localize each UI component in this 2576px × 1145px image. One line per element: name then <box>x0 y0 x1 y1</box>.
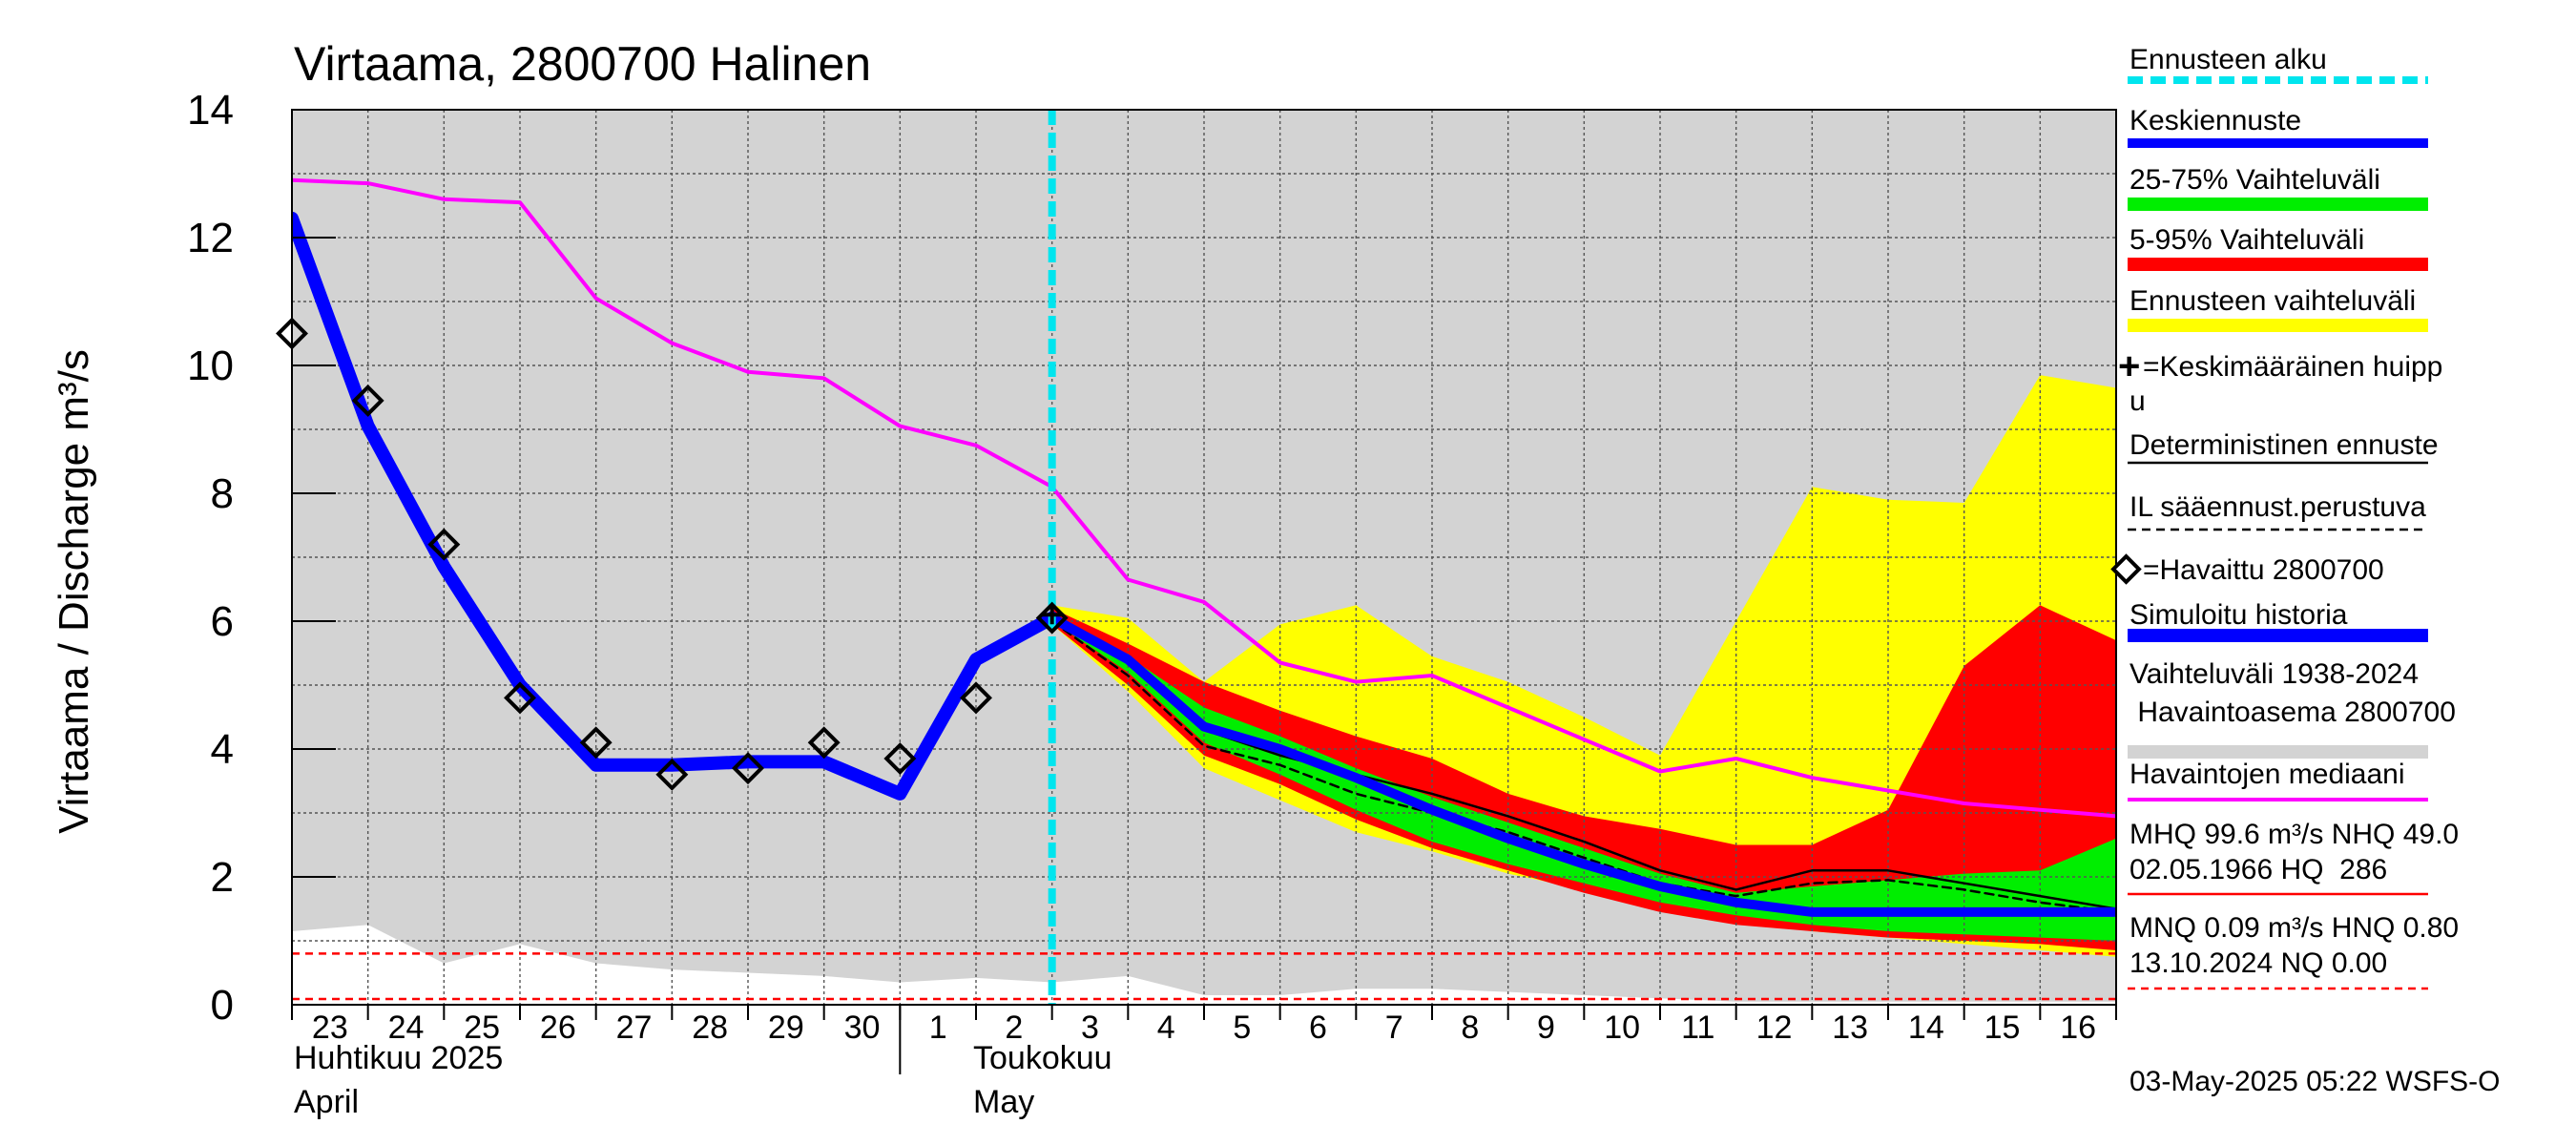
x-tick-label: 12 <box>1756 1010 1793 1046</box>
observed-point <box>504 681 536 715</box>
y-tick-label: 6 <box>211 598 234 645</box>
month-label-april-en: April <box>294 1084 359 1120</box>
plus-icon: + <box>2118 345 2140 387</box>
legend-deterministic: Deterministinen ennuste <box>2129 429 2439 461</box>
x-tick-label: 10 <box>1604 1010 1640 1046</box>
x-tick-label: 4 <box>1157 1010 1175 1046</box>
legend-mnq-date: 13.10.2024 NQ 0.00 <box>2129 947 2387 979</box>
il-forecast-line <box>1050 619 2116 914</box>
mean-forecast-line <box>1047 613 2116 917</box>
median-line <box>292 177 2116 819</box>
observed-point <box>276 317 308 350</box>
x-tick-label: 8 <box>1461 1010 1479 1046</box>
range-5-95-band <box>1051 605 2116 950</box>
x-tick-label: 5 <box>1233 1010 1251 1046</box>
legend-mean-peak: =Keskimääräinen huipp <box>2143 351 2442 383</box>
x-tick-label: 9 <box>1537 1010 1555 1046</box>
y-tick-label: 10 <box>187 343 234 389</box>
legend-mean-forecast: Keskiennuste <box>2129 105 2301 136</box>
observed-markers <box>276 317 1069 791</box>
x-tick-label: 6 <box>1309 1010 1327 1046</box>
y-axis-label: Virtaama / Discharge m³/s <box>51 349 97 834</box>
footer-timestamp: 03-May-2025 05:22 WSFS-O <box>2129 1066 2501 1097</box>
legend-il-based: IL sääennust.perustuva <box>2129 491 2426 523</box>
observed-point <box>427 528 461 561</box>
legend-simulated: Simuloitu historia <box>2129 599 2348 631</box>
simulated-history-line <box>292 211 1059 801</box>
legend-forecast-start: Ennusteen alku <box>2129 44 2327 75</box>
observed-point <box>732 752 764 785</box>
x-tick-label: 13 <box>1832 1010 1868 1046</box>
month-label-may-en: May <box>973 1084 1034 1120</box>
y-tick-label: 0 <box>211 982 234 1029</box>
x-tick-label: 7 <box>1385 1010 1403 1046</box>
chart-title: Virtaama, 2800700 Halinen <box>294 37 871 91</box>
x-tick-label: 16 <box>2060 1010 2096 1046</box>
x-tick-label: 25 <box>464 1010 500 1046</box>
x-tick-label: 3 <box>1081 1010 1099 1046</box>
mean-peak-marker <box>1042 605 1062 625</box>
x-tick-label: 24 <box>388 1010 425 1046</box>
x-tick-label: 1 <box>929 1010 947 1046</box>
legend-mhq-stats: MHQ 99.6 m³/s NHQ 49.0 <box>2129 819 2459 850</box>
legend-range-25-75: 25-75% Vaihteluväli <box>2129 164 2380 196</box>
y-tick-label: 14 <box>187 87 234 134</box>
x-tick-label: 23 <box>312 1010 348 1046</box>
month-label-april-fi: Huhtikuu 2025 <box>294 1040 503 1076</box>
legend-observed: =Havaittu 2800700 <box>2143 554 2384 586</box>
forecast-range-band <box>1051 375 2116 957</box>
legend-mhq-date: 02.05.1966 HQ 286 <box>2129 854 2387 885</box>
legend-hist-range-station: Havaintoasema 2800700 <box>2129 697 2456 728</box>
x-tick-label: 29 <box>768 1010 804 1046</box>
legend-median: Havaintojen mediaani <box>2129 759 2405 790</box>
legend: Ennusteen alku Keskiennuste 25-75% Vaiht… <box>2110 44 2459 990</box>
y-tick-label: 4 <box>211 726 234 773</box>
legend-hist-range: Vaihteluväli 1938-2024 <box>2129 658 2419 690</box>
x-tick-label: 11 <box>1681 1010 1714 1046</box>
x-tick-label: 2 <box>1005 1010 1023 1046</box>
x-tick-label: 28 <box>692 1010 728 1046</box>
series-lines <box>292 110 2116 1005</box>
observed-point <box>655 758 689 791</box>
y-tick-label: 12 <box>187 215 234 261</box>
x-tick-label: 26 <box>540 1010 576 1046</box>
legend-mean-peak-cont: u <box>2129 385 2146 417</box>
diamond-icon <box>2110 553 2142 585</box>
observed-point <box>960 681 992 715</box>
x-tick-label: 14 <box>1908 1010 1944 1046</box>
y-tick-label: 2 <box>211 854 234 901</box>
y-tick-label: 8 <box>211 470 234 517</box>
legend-forecast-range: Ennusteen vaihteluväli <box>2129 285 2416 317</box>
x-tick-label: 27 <box>616 1010 653 1046</box>
observed-point <box>807 726 841 760</box>
observed-point <box>579 726 613 760</box>
legend-range-5-95: 5-95% Vaihteluväli <box>2129 224 2364 256</box>
legend-mnq-stats: MNQ 0.09 m³/s HNQ 0.80 <box>2129 912 2459 944</box>
grid-lines <box>292 110 2116 1005</box>
observed-point <box>351 384 384 417</box>
month-label-may-fi: Toukokuu <box>973 1040 1112 1076</box>
observed-point <box>1035 601 1069 635</box>
x-tick-label: 30 <box>844 1010 881 1046</box>
observed-point <box>883 742 917 776</box>
x-tick-label: 15 <box>1984 1010 2021 1046</box>
